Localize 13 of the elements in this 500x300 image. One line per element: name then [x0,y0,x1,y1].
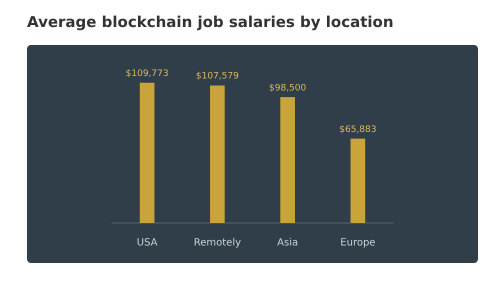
x-tick-label: Asia [277,238,298,249]
x-tick-label: Europe [340,238,376,249]
x-tick-label: USA [136,238,158,249]
data-label: $107,579 [196,72,240,82]
data-label: $109,773 [126,68,169,79]
bar [210,86,225,223]
bar [140,82,154,223]
bar [350,138,366,223]
data-label: $65,883 [339,124,376,135]
x-tick-label: Remotely [194,238,242,249]
data-label: $98,500 [269,83,307,94]
bar [280,97,295,223]
chart-title: Average blockchain job salaries by location [27,13,394,31]
